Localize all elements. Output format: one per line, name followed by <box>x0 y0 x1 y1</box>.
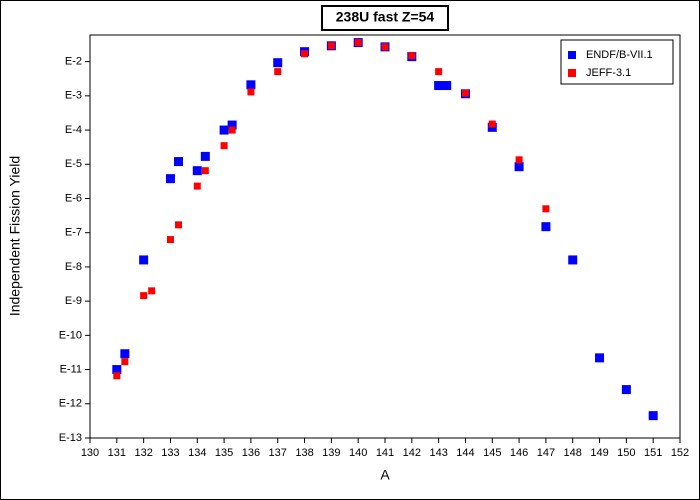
point <box>461 89 469 97</box>
point <box>542 205 550 213</box>
point <box>121 358 129 366</box>
y-tick-label: E-13 <box>59 432 82 444</box>
point <box>515 156 523 164</box>
point <box>435 68 443 76</box>
x-axis-label: A <box>380 467 390 483</box>
point <box>541 222 551 232</box>
point <box>246 80 256 90</box>
point <box>434 81 444 91</box>
y-tick-label: E-3 <box>65 90 82 102</box>
y-tick-label: E-5 <box>65 158 82 170</box>
title-box <box>321 5 449 31</box>
x-tick-label: 131 <box>108 447 126 459</box>
x-tick-label: 143 <box>429 447 447 459</box>
x-tick-label: 144 <box>456 447 474 459</box>
point <box>112 365 122 375</box>
x-tick-label: 137 <box>269 447 287 459</box>
y-tick-label: E-2 <box>65 56 82 68</box>
x-tick-label: 142 <box>403 447 421 459</box>
x-tick-label: 146 <box>510 447 528 459</box>
point <box>381 43 389 51</box>
point <box>219 125 229 135</box>
x-tick-label: 130 <box>81 447 99 459</box>
x-tick-label: 151 <box>644 447 662 459</box>
x-tick-label: 139 <box>322 447 340 459</box>
point <box>621 385 631 395</box>
point <box>247 88 255 96</box>
x-tick-label: 145 <box>483 447 501 459</box>
y-tick-label: E-9 <box>65 295 82 307</box>
legend-swatch <box>568 51 576 59</box>
legend-box <box>560 39 674 85</box>
point <box>120 349 130 359</box>
legend-label: ENDF/B-VII.1 <box>586 49 653 61</box>
point <box>327 42 335 50</box>
x-tick-label: 147 <box>537 447 555 459</box>
x-tick-label: 136 <box>242 447 260 459</box>
y-tick-label: E-6 <box>65 192 82 204</box>
point <box>408 52 416 60</box>
point <box>140 292 148 300</box>
point <box>595 353 605 363</box>
y-tick-label: E-7 <box>65 227 82 239</box>
x-tick-label: 132 <box>134 447 152 459</box>
y-tick-label: E-4 <box>65 124 82 136</box>
point <box>301 50 309 58</box>
point <box>488 120 496 128</box>
point <box>514 162 524 172</box>
y-tick-label: E-11 <box>60 363 82 375</box>
point <box>227 120 237 130</box>
point <box>274 68 282 76</box>
point <box>228 126 236 134</box>
point <box>174 157 183 167</box>
x-tick-label: 135 <box>215 447 233 459</box>
point <box>201 167 209 175</box>
point <box>568 255 578 265</box>
point <box>166 236 174 244</box>
x-tick-label: 134 <box>188 447 206 459</box>
point <box>200 151 210 161</box>
y-axis-label: Independent Fission Yield <box>7 156 23 316</box>
point <box>148 287 156 295</box>
point <box>273 58 283 68</box>
point <box>113 372 121 380</box>
x-tick-label: 133 <box>161 447 179 459</box>
point <box>220 142 228 150</box>
x-tick-label: 150 <box>617 447 635 459</box>
x-tick-label: 141 <box>376 447 394 459</box>
y-tick-label: E-12 <box>59 398 82 410</box>
point <box>648 411 658 421</box>
point <box>175 221 182 229</box>
x-tick-label: 140 <box>349 447 367 459</box>
point <box>354 39 362 47</box>
chart-title: 238U fast Z=54 <box>336 9 435 25</box>
y-tick-label: E-8 <box>65 261 82 273</box>
point <box>165 174 175 184</box>
x-tick-label: 152 <box>671 447 689 459</box>
point <box>442 81 452 91</box>
x-tick-label: 149 <box>590 447 608 459</box>
legend-swatch <box>568 69 576 77</box>
x-tick-label: 138 <box>295 447 313 459</box>
legend-label: JEFF-3.1 <box>586 67 631 79</box>
x-tick-label: 148 <box>564 447 582 459</box>
point <box>139 255 149 265</box>
point <box>192 166 202 176</box>
point <box>193 182 201 190</box>
y-tick-label: E-10 <box>59 329 82 341</box>
